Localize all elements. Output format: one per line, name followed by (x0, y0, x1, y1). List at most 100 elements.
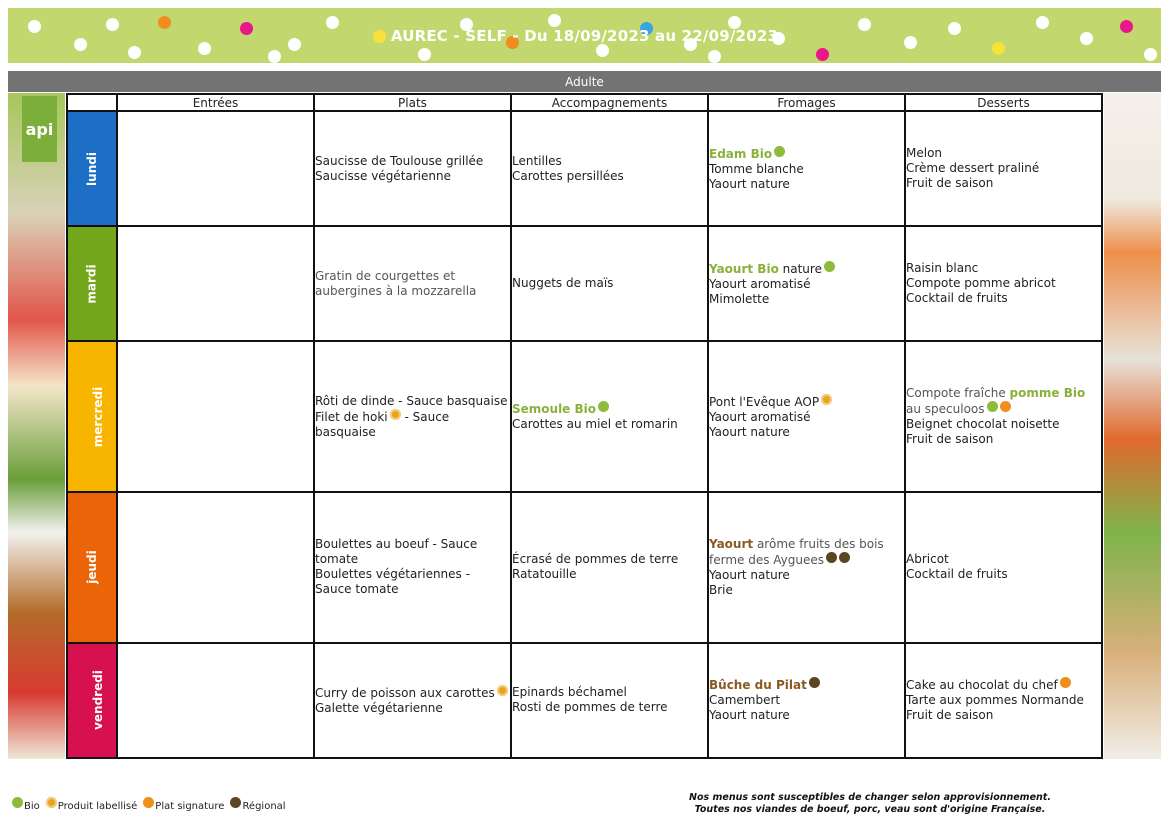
confetti-dot (772, 32, 785, 45)
signature-icon (143, 797, 155, 808)
regional-icon (826, 551, 838, 563)
confetti-dot (506, 36, 519, 49)
day-label: vendredi (66, 641, 118, 760)
dish-item: Yaourt aromatisé (709, 277, 904, 292)
menu-cell-accompagnements: Lentilles Carottes persillées (510, 109, 709, 228)
column-header-row: Entrées Plats Accompagnements Fromages D… (66, 93, 1103, 112)
dish-text: Yaourt nature (709, 567, 790, 582)
menu-cell-entrees (116, 490, 315, 644)
dish-text: Fruit de saison (906, 432, 994, 446)
legend-item: Bio (12, 797, 40, 812)
label-icon (496, 684, 508, 696)
column-header: Accompagnements (510, 93, 709, 112)
menu-cell-fromages: Edam Bio Tomme blanche Yaourt nature (707, 109, 906, 228)
menu-cell-plats: Curry de poisson aux carottes Galette vég… (313, 641, 512, 760)
dish-item: Fruit de saison (906, 176, 1101, 191)
dish-item: Cake au chocolat du chef (906, 677, 1101, 693)
dish-item: Ratatouille (512, 567, 707, 582)
dish-item: Bûche du Pilat (709, 677, 904, 693)
day-row: jeudi Boulettes au boeuf - Sauce tomate Bo… (66, 490, 1103, 644)
dish-text: Rôti de dinde - Sauce basquaise (315, 393, 508, 408)
dish-item: Cocktail de fruits (906, 567, 1101, 582)
dish-item: Yaourt nature (709, 568, 904, 583)
dish-item: Saucisse de Toulouse grillée (315, 154, 510, 169)
day-name: mardi (84, 263, 99, 304)
confetti-dot (240, 22, 253, 35)
dish-text: Pont l'Evêque AOP (709, 394, 820, 409)
menu-cell-desserts: Cake au chocolat du chef Tarte aux pommes… (904, 641, 1103, 760)
menu-cell-desserts: Compote fraîche pomme Bio au speculoos Be… (904, 340, 1103, 493)
dish-highlight: Bûche du Pilat (709, 678, 807, 693)
menu-cell-accompagnements: Nuggets de maïs (510, 225, 709, 343)
dish-text: Cocktail de fruits (906, 567, 1008, 582)
dish-item: Cocktail de fruits (906, 291, 1101, 306)
dish-text: Yaourt nature (709, 424, 790, 439)
label-icon (821, 393, 833, 405)
dish-item: Compote fraîche pomme Bio au speculoos (906, 386, 1101, 417)
dish-text: Raisin blanc (906, 261, 979, 276)
vegetables-illustration-left (8, 93, 65, 759)
confetti-dot (640, 22, 653, 35)
dish-text: Fruit de saison (906, 176, 994, 190)
legend-item: Régional (230, 797, 286, 812)
dish-text: Mimolette (709, 291, 770, 306)
dish-item: Rosti de pommes de terre (512, 700, 707, 715)
note-line: Nos menus sont susceptibles de changer s… (689, 792, 1051, 803)
dish-item: Nuggets de maïs (512, 276, 707, 291)
day-name: jeudi (85, 550, 99, 585)
confetti-dot (548, 14, 561, 27)
dish-item: Saucisse végétarienne (315, 169, 510, 184)
confetti-dot (158, 16, 171, 29)
label-icon (389, 408, 401, 420)
bio-icon (774, 145, 786, 157)
dish-item: Tarte aux pommes Normande (906, 693, 1101, 708)
dish-item: Yaourt nature (709, 708, 904, 723)
confetti-dot (1036, 16, 1049, 29)
dish-item: Camembert (709, 693, 904, 708)
menu-cell-entrees (116, 225, 315, 343)
day-name: lundi (85, 151, 99, 186)
dish-item: Raisin blanc (906, 261, 1101, 276)
dish-text: Boulettes au boeuf - Sauce tomate (315, 537, 478, 567)
menu-cell-accompagnements: Semoule Bio Carottes au miel et romarin (510, 340, 709, 493)
dish-item: Brie (709, 583, 904, 598)
dish-item: Pont l'Evêque AOP (709, 393, 904, 410)
dish-text: Fruit de saison (906, 708, 994, 723)
dish-text: - Sauce basquaise (315, 409, 450, 439)
icon-legend: Bio Produit labellisé Plat signature Rég… (12, 797, 286, 812)
confetti-dot (373, 30, 386, 43)
dish-item: Galette végétarienne (315, 701, 510, 716)
day-row: lundi Saucisse de Toulouse grillée Sauciss… (66, 109, 1103, 228)
confetti-dot (28, 20, 41, 33)
menu-cell-plats: Saucisse de Toulouse grillée Saucisse vég… (313, 109, 512, 228)
menu-title: AUREC - SELF - Du 18/09/2023 au 22/09/20… (390, 26, 779, 45)
dish-item: Abricot (906, 552, 1101, 567)
dish-text: Carottes au miel et romarin (512, 417, 678, 431)
dish-text: Boulettes végétariennes - Sauce tomate (315, 567, 470, 597)
corner-cell (66, 93, 118, 112)
menu-cell-accompagnements: Écrasé de pommes de terre Ratatouille (510, 490, 709, 644)
dish-text: Yaourt nature (709, 176, 790, 191)
dish-highlight: Yaourt (709, 536, 754, 551)
regional-icon (839, 551, 851, 563)
dish-item: Yaourt nature (709, 425, 904, 440)
note-line: Toutes nos viandes de boeuf, porc, veau … (694, 804, 1046, 815)
supply-notes: Nos menus sont susceptibles de changer s… (600, 792, 1140, 816)
dish-item: Yaourt arôme fruits des bois ferme des A… (709, 537, 904, 568)
dish-item: Lentilles (512, 154, 707, 169)
dish-text: Abricot (906, 552, 949, 567)
confetti-dot (992, 42, 1005, 55)
confetti-dot (1120, 20, 1133, 33)
dish-item: Semoule Bio (512, 401, 707, 417)
signature-icon (1059, 677, 1071, 689)
column-header: Plats (313, 93, 512, 112)
bio-icon (12, 797, 23, 808)
confetti-dot (74, 38, 87, 51)
menu-cell-desserts: Raisin blanc Compote pomme abricot Cocktai… (904, 225, 1103, 343)
dish-text: Yaourt aromatisé (709, 276, 811, 291)
confetti-dot (948, 22, 961, 35)
dish-item: Crème dessert praliné (906, 161, 1101, 176)
menu-cell-entrees (116, 340, 315, 493)
vegetables-illustration-right (1104, 93, 1161, 759)
menu-cell-accompagnements: Epinards béchamel Rosti de pommes de terr… (510, 641, 709, 760)
